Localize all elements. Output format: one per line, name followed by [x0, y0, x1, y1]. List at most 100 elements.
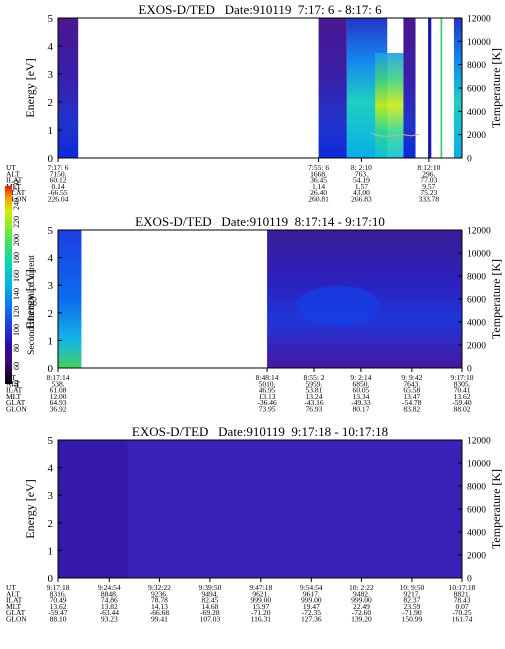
y2-tick-label: 12000 — [467, 227, 491, 237]
ephemeris-row-label: GLAT — [6, 188, 26, 197]
ephemeris-value: -71.90 — [402, 608, 422, 617]
y-axis-label: Energy [eV] — [23, 269, 37, 328]
y2-axis-label: Temperature [K] — [489, 259, 503, 339]
ephemeris-value: 260.81 — [308, 195, 329, 204]
ephemeris-value: 13.24 — [306, 392, 323, 401]
colorbar-tick-label: 100 — [12, 324, 21, 336]
ephemeris-value: -70.25 — [452, 608, 472, 617]
ephemeris-value: 15.97 — [252, 602, 269, 611]
ephemeris-value: 9:39:50 — [198, 583, 221, 592]
y2-axis-label: Temperature [K] — [489, 48, 503, 128]
ephemeris-value: -59.47 — [48, 608, 68, 617]
ephemeris-value: 999.00 — [250, 596, 271, 605]
ephemeris-value: 9217. — [403, 589, 420, 598]
ephemeris-value: 0.14 — [51, 182, 64, 191]
y2-tick-label: 6000 — [467, 85, 486, 95]
ephemeris-value: 8316. — [50, 589, 67, 598]
colorbar-tick-label: 80 — [12, 344, 21, 352]
y2-tick-label: 2000 — [467, 552, 486, 562]
ephemeris-value: 5959. — [306, 379, 323, 388]
colorbar-tick-label: 220 — [12, 216, 21, 228]
ephemeris-value: 14.13 — [151, 602, 168, 611]
y2-tick-label: 2000 — [467, 342, 486, 352]
colorbar-label: Second Harmonic Current — [27, 255, 37, 355]
ephemeris-value: 74.86 — [101, 596, 118, 605]
y2-tick-label: 4000 — [467, 529, 486, 539]
colorbar-tick-label: 160 — [12, 270, 21, 282]
panel-title: EXOS-D/TED Date:910119 8:17:14 - 9:17:10 — [135, 214, 385, 229]
ephemeris-value: 9617. — [303, 589, 320, 598]
ephemeris-value: -49.33 — [351, 398, 371, 407]
ephemeris-value: 36.45 — [310, 176, 327, 185]
ephemeris-value: 9:17:18 — [47, 583, 70, 592]
ephemeris-value: 9236. — [151, 589, 168, 598]
ephemeris-value: 78.78 — [151, 596, 168, 605]
ephemeris-value: 73.95 — [259, 405, 276, 414]
ephemeris-value: 46.95 — [259, 386, 276, 395]
ephemeris-row-label: MLT — [6, 392, 22, 401]
ephemeris-value: 116.31 — [251, 615, 272, 624]
ephemeris-value: 80.17 — [352, 405, 369, 414]
ephemeris-value: 88.10 — [50, 615, 67, 624]
y-tick-label: 5 — [48, 435, 54, 447]
ephemeris-row-label: GLON — [6, 195, 27, 204]
y2-tick-label: 10000 — [467, 38, 491, 48]
ephemeris-value: 53.81 — [306, 386, 323, 395]
spectrogram-panel-1: EXOS-D/TED Date:910119 7:17: 6 - 8:17: 6… — [6, 2, 503, 204]
y-tick-label: 0 — [48, 363, 54, 375]
y2-tick-label: 8000 — [467, 273, 486, 283]
y-axis-label: Energy [eV] — [23, 479, 37, 538]
spectrogram-data — [58, 18, 462, 158]
ephemeris-value: 60.05 — [352, 386, 369, 395]
ephemeris-value: 13.47 — [403, 392, 420, 401]
ephemeris-value: 75.23 — [420, 188, 437, 197]
ephemeris-value: 8305. — [454, 379, 471, 388]
ephemeris-value: 9621. — [252, 589, 269, 598]
y2-tick-label: 2000 — [467, 131, 486, 141]
ephemeris-value: 7150. — [50, 169, 67, 178]
ephemeris-value: 127.36 — [301, 615, 322, 624]
ephemeris-value: -71.20 — [251, 608, 271, 617]
ephemeris-value: 7:55: 6 — [308, 163, 329, 172]
y2-tick-label: 4000 — [467, 319, 486, 329]
panel-title: EXOS-D/TED Date:910119 9:17:18 - 10:17:1… — [132, 424, 388, 439]
y2-tick-label: 0 — [467, 575, 472, 585]
ephemeris-value: 9494. — [201, 589, 218, 598]
ephemeris-value: 538. — [51, 379, 64, 388]
ephemeris-value: 82.37 — [403, 596, 420, 605]
y-tick-label: 0 — [48, 573, 54, 585]
ephemeris-value: 0.07 — [455, 602, 468, 611]
colorbar-tick-label: 40 — [12, 380, 21, 388]
colorbar-tick-label: 60 — [12, 362, 21, 370]
y-tick-label: 5 — [48, 13, 54, 25]
colorbar-tick-label: 180 — [12, 252, 21, 264]
ephemeris-value: 107.03 — [200, 615, 221, 624]
ephemeris-row-label: UT — [6, 163, 16, 172]
ephemeris-value: 14.68 — [201, 602, 218, 611]
ephemeris-value: 9:17:10 — [451, 373, 474, 382]
ephemeris-value: 8:55: 2 — [303, 373, 324, 382]
ephemeris-value: 9: 9:42 — [401, 373, 422, 382]
colorbar-gradient — [5, 186, 12, 384]
ephemeris-value: 10: 9:50 — [400, 583, 425, 592]
ephemeris-value: -66.68 — [150, 608, 170, 617]
ephemeris-value: 54.19 — [353, 176, 370, 185]
y-tick-label: 2 — [48, 308, 54, 320]
ephemeris-value: -72.35 — [302, 608, 322, 617]
ephemeris-row-label: UT — [6, 583, 16, 592]
y-tick-label: 4 — [48, 253, 54, 265]
ephemeris-value: 10: 2:22 — [349, 583, 374, 592]
ephemeris-row-label: ALT — [6, 589, 20, 598]
ephemeris-value: 7:17: 6 — [47, 163, 68, 172]
y-tick-label: 3 — [48, 490, 54, 502]
ephemeris-value: -43.16 — [304, 398, 324, 407]
spectrogram-data — [58, 230, 462, 368]
colorbar-tick-label: 140 — [12, 288, 21, 300]
ephemeris-value: 296. — [422, 169, 435, 178]
ephemeris-row-label: GLAT — [6, 608, 26, 617]
spectrogram-panel-3: EXOS-D/TED Date:910119 9:17:18 - 10:17:1… — [6, 424, 503, 624]
ephemeris-value: -59.40 — [452, 398, 472, 407]
ephemeris-value: 9:54:54 — [300, 583, 323, 592]
ephemeris-value: 9:32:22 — [148, 583, 171, 592]
ephemeris-value: 36.92 — [50, 405, 67, 414]
